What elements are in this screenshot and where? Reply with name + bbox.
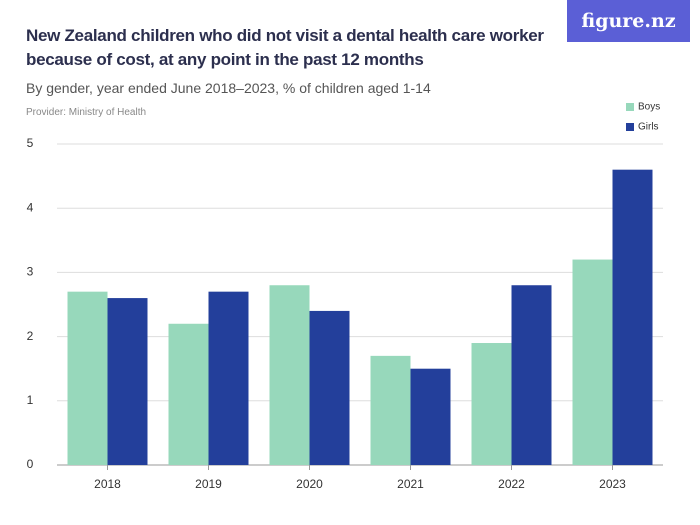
y-tick-label: 5: [27, 136, 34, 150]
bar: [410, 368, 451, 465]
x-tick-label: 2018: [94, 477, 121, 491]
legend-label: Girls: [638, 122, 659, 133]
x-tick-label: 2019: [195, 477, 222, 491]
bar: [511, 285, 552, 465]
x-tick-label: 2020: [296, 477, 323, 491]
logo[interactable]: figure.nz: [567, 0, 690, 42]
chart-subtitle: By gender, year ended June 2018–2023, % …: [26, 80, 431, 96]
x-tick-label: 2022: [498, 477, 525, 491]
bar: [107, 298, 148, 465]
bar: [208, 291, 249, 465]
bar: [269, 285, 310, 465]
chart-title: New Zealand children who did not visit a…: [26, 26, 544, 69]
x-tick-label: 2021: [397, 477, 424, 491]
y-tick-label: 4: [27, 200, 34, 214]
bar: [370, 355, 411, 465]
legend-swatch: [626, 103, 634, 111]
bar: [612, 169, 653, 465]
legend-label: Boys: [638, 102, 660, 113]
x-tick-label: 2023: [599, 477, 626, 491]
bar: [309, 310, 350, 465]
y-tick-label: 2: [27, 329, 34, 343]
y-tick-label: 0: [27, 457, 34, 471]
y-tick-label: 3: [27, 265, 34, 279]
bar: [572, 259, 613, 465]
provider: Provider: Ministry of Health: [26, 107, 147, 118]
legend-swatch: [626, 123, 634, 131]
y-tick-label: 1: [27, 393, 34, 407]
bar: [168, 323, 209, 465]
bar: [471, 343, 512, 465]
bar: [67, 291, 108, 465]
